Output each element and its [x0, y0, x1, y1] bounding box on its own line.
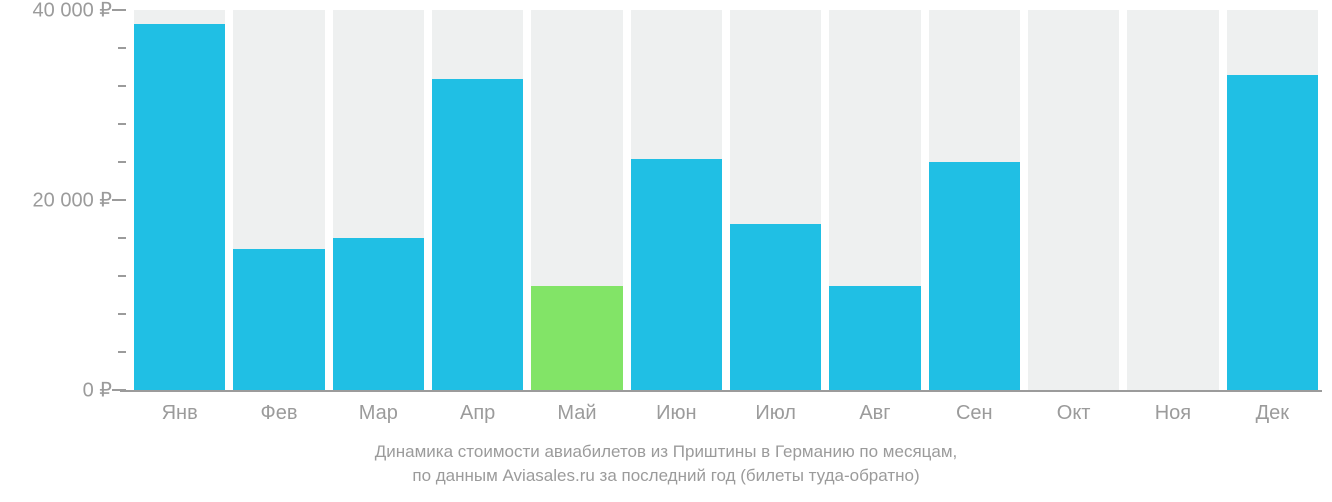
y-axis-label: 20 000 ₽ — [33, 188, 112, 213]
column — [631, 10, 722, 390]
x-axis-label: Июн — [627, 392, 726, 425]
column — [1227, 10, 1318, 390]
caption-line-1: Динамика стоимости авиабилетов из Пришти… — [375, 442, 958, 461]
column-background — [1127, 10, 1218, 390]
x-axis-label: Апр — [428, 392, 527, 425]
y-axis-minor-tick — [118, 123, 126, 125]
bar — [730, 224, 821, 390]
column — [134, 10, 225, 390]
x-axis-label: Окт — [1024, 392, 1123, 425]
columns-container — [130, 10, 1322, 390]
column — [829, 10, 920, 390]
y-axis-minor-tick — [118, 351, 126, 353]
y-axis-label: 40 000 ₽ — [33, 0, 112, 23]
bar — [333, 238, 424, 390]
column — [531, 10, 622, 390]
x-axis-label: Авг — [825, 392, 924, 425]
bar — [134, 24, 225, 390]
x-axis-label: Май — [527, 392, 626, 425]
y-axis-minor-tick — [118, 237, 126, 239]
bar — [929, 162, 1020, 390]
column — [1028, 10, 1119, 390]
y-axis-minor-tick — [118, 275, 126, 277]
column — [730, 10, 821, 390]
bar — [432, 79, 523, 390]
bar — [829, 286, 920, 391]
column — [233, 10, 324, 390]
plot-area — [130, 10, 1322, 390]
y-axis-major-tick — [112, 199, 126, 201]
column — [432, 10, 523, 390]
bar — [1227, 75, 1318, 390]
x-axis-label: Фев — [229, 392, 328, 425]
y-axis-minor-tick — [118, 47, 126, 49]
x-axis-label: Июл — [726, 392, 825, 425]
y-axis-label: 0 ₽ — [83, 378, 112, 403]
y-axis-minor-tick — [118, 161, 126, 163]
x-axis-label: Янв — [130, 392, 229, 425]
column — [929, 10, 1020, 390]
x-axis-label: Дек — [1223, 392, 1322, 425]
chart-caption: Динамика стоимости авиабилетов из Пришти… — [0, 440, 1332, 488]
x-axis-label: Сен — [925, 392, 1024, 425]
column — [333, 10, 424, 390]
column-background — [1028, 10, 1119, 390]
caption-line-2: по данным Aviasales.ru за последний год … — [412, 466, 919, 485]
column — [1127, 10, 1218, 390]
bar — [233, 249, 324, 390]
y-axis-minor-tick — [118, 313, 126, 315]
x-axis-label: Ноя — [1123, 392, 1222, 425]
x-axis-label: Мар — [329, 392, 428, 425]
bar — [631, 159, 722, 390]
x-axis-labels: ЯнвФевМарАпрМайИюнИюлАвгСенОктНояДек — [130, 392, 1322, 425]
y-axis-major-tick — [112, 9, 126, 11]
price-by-month-chart: 0 ₽ 20 000 ₽ 40 000 ₽ ЯнвФевМарАпрМайИюнИю… — [0, 0, 1332, 502]
y-axis-minor-tick — [118, 85, 126, 87]
bar — [531, 286, 622, 391]
